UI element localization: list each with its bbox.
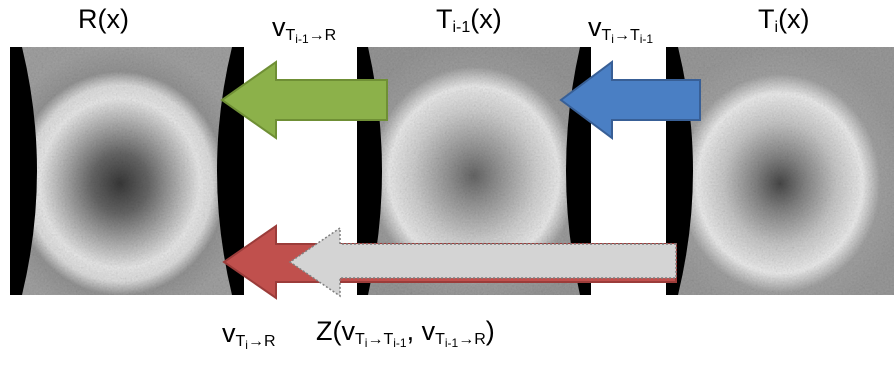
label-r: R(x) <box>78 4 129 34</box>
image-r <box>10 47 244 295</box>
label-v-ti-to-ti1: vTi→Ti-1 <box>588 12 654 46</box>
label-t-i-1: Ti-1(x) <box>436 4 502 36</box>
label-v-ti-to-r: vTi→R <box>222 318 276 352</box>
arrow-blue-ti-to-ti1 <box>559 60 701 140</box>
image-t-i <box>666 47 894 295</box>
arrow-green-ti1-to-r <box>220 60 388 140</box>
label-v-ti1-to-r: vTi-1→R <box>272 12 337 46</box>
label-t-i: Ti(x) <box>758 4 810 36</box>
label-z-composition: Z(vTi→Ti-1, vTi-1→R) <box>316 316 495 350</box>
arrow-gray-ti-to-r <box>288 226 677 298</box>
